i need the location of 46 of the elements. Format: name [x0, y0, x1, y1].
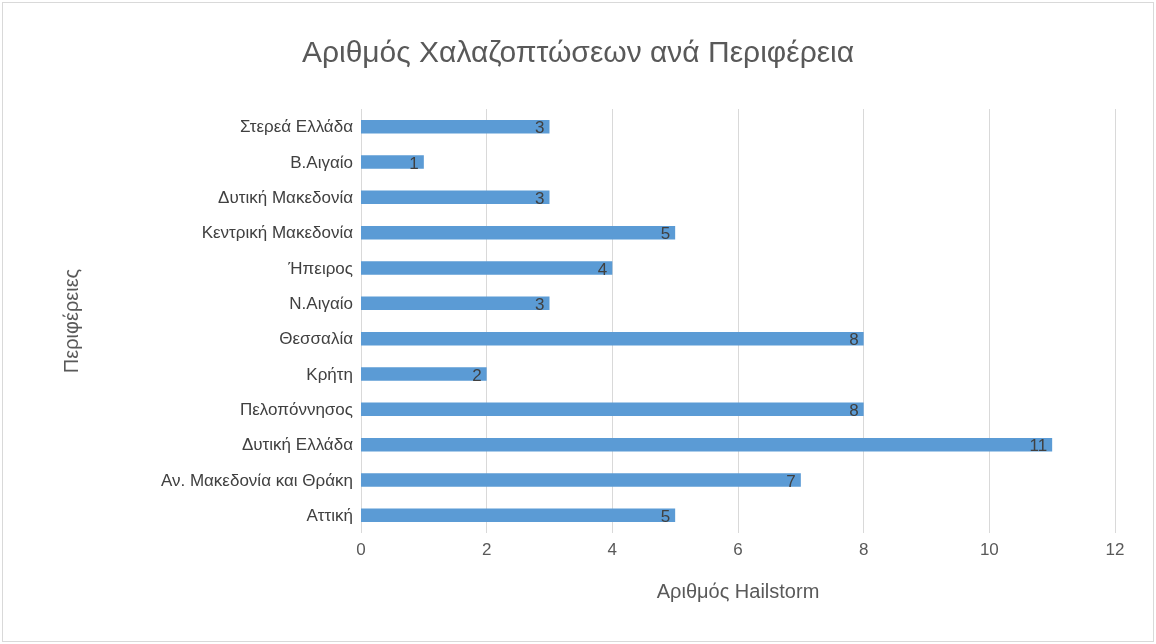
y-tick-label: Κρήτη	[306, 364, 353, 384]
x-tick-label: 4	[607, 540, 618, 559]
x-tick-label: 0	[356, 540, 366, 559]
y-tick-label: Αττική	[306, 505, 353, 525]
bar	[361, 296, 550, 311]
x-tick-label: 12	[1105, 540, 1125, 559]
bar	[361, 155, 424, 169]
y-tick-label: Αν. Μακεδονία και Θράκη	[160, 470, 353, 490]
bar	[361, 437, 1053, 452]
data-label: 8	[849, 330, 859, 350]
x-tick-label: 6	[733, 540, 743, 559]
bar	[361, 331, 864, 346]
x-tick-label: 2	[481, 540, 492, 559]
y-tick-label: Στερεά Ελλάδα	[240, 117, 354, 137]
data-label: 1	[409, 153, 419, 173]
data-label: 11	[1029, 436, 1048, 456]
y-axis-title: Περιφέρειες	[60, 268, 82, 374]
data-label: 3	[535, 188, 545, 208]
data-label: 3	[535, 294, 545, 314]
data-label: 3	[535, 118, 545, 138]
y-tick-label: Πελοπόννησος	[239, 399, 353, 419]
data-label: 2	[472, 365, 482, 385]
y-tick-label: Ήπειρος	[287, 258, 353, 278]
chart-title: Αριθμός Χαλαζοπτώσεων ανά Περιφέρεια	[301, 34, 855, 68]
bar	[361, 508, 676, 523]
y-tick-label: Β.Αιγαίο	[290, 152, 353, 172]
bar	[361, 367, 487, 381]
y-tick-label: Ν.Αιγαίο	[289, 293, 353, 313]
data-label: 4	[597, 259, 608, 279]
y-tick-label: Δυτική Ελλάδα	[241, 435, 354, 455]
bar	[361, 473, 801, 487]
data-label: 7	[786, 471, 796, 491]
x-axis-title: Αριθμός Hailstorm	[656, 580, 820, 602]
bar	[361, 119, 550, 134]
x-tick-label: 10	[979, 540, 999, 559]
data-label: 8	[849, 400, 859, 420]
x-tick-label: 8	[858, 540, 869, 559]
bar	[361, 402, 864, 417]
y-tick-label: Θεσσαλία	[279, 329, 354, 349]
bar	[361, 190, 550, 205]
y-tick-label: Κεντρική Μακεδονία	[201, 223, 354, 243]
bar	[361, 225, 676, 240]
data-label: 5	[660, 224, 671, 244]
y-tick-label: Δυτική Μακεδονία	[218, 187, 354, 207]
data-label: 5	[660, 506, 671, 526]
bar	[361, 261, 613, 275]
